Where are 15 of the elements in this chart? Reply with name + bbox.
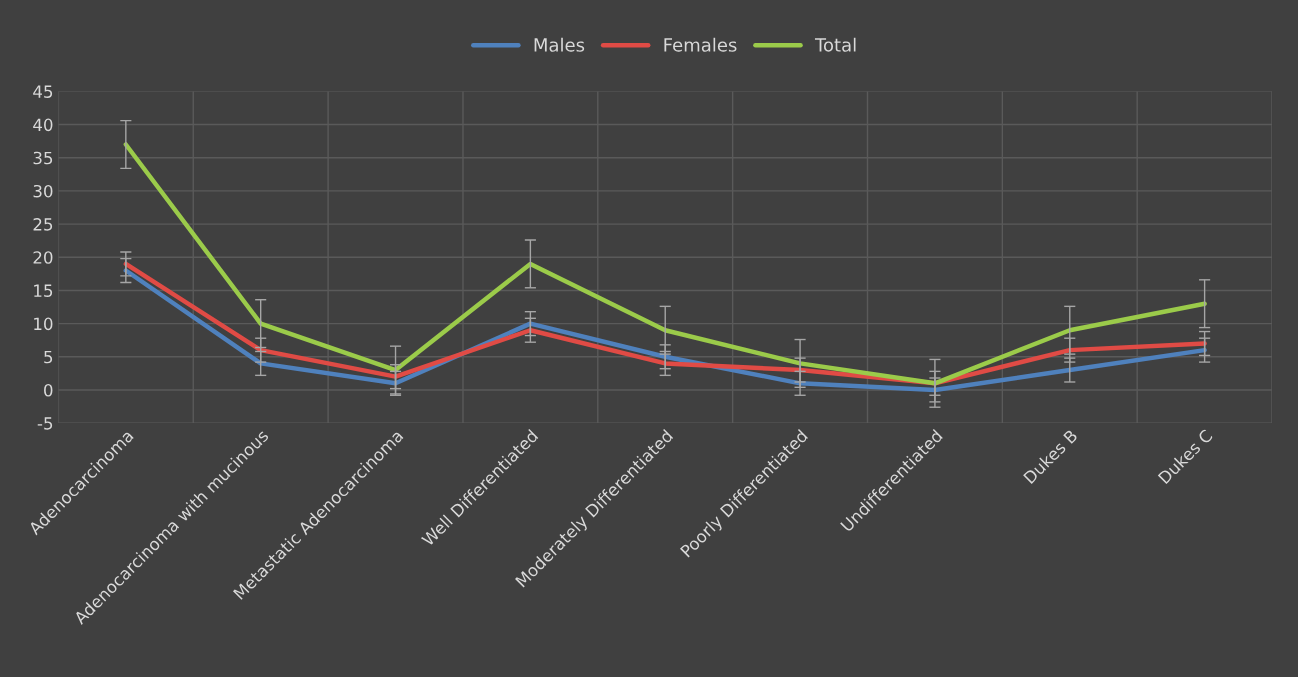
y-tick-label: 40 xyxy=(33,118,53,132)
y-tick-label: 0 xyxy=(44,383,53,397)
y-tick-label: 25 xyxy=(33,218,53,231)
y-tick-label: 10 xyxy=(34,317,53,331)
legend-label: Total xyxy=(814,37,856,52)
y-tick-label: 20 xyxy=(33,251,53,264)
legend-label: Females xyxy=(664,37,737,52)
y-tick-label: -5 xyxy=(37,417,53,430)
y-tick-label: 15 xyxy=(34,284,53,297)
y-tick-label: 30 xyxy=(33,184,53,198)
y-tick-label: 45 xyxy=(33,85,53,98)
line-series xyxy=(123,142,1207,386)
y-tick-label: 35 xyxy=(33,151,53,165)
y-tick-label: 5 xyxy=(44,350,53,364)
legend-label: Males xyxy=(534,37,585,52)
